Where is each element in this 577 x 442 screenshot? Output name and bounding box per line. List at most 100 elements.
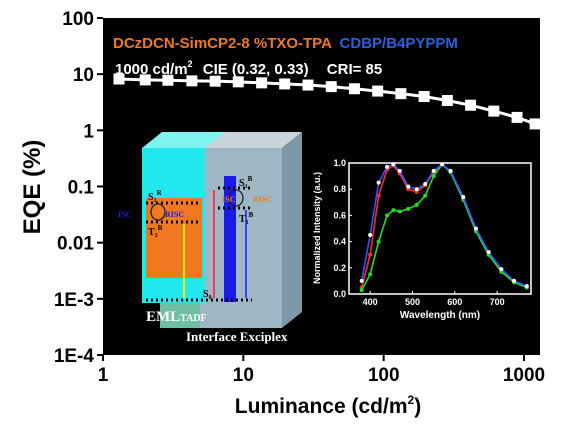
- inset-data-point: [397, 168, 402, 173]
- x-tick-label: 1: [98, 365, 109, 386]
- x-axis-title: Luminance (cd/m2): [235, 393, 421, 418]
- y-axis-title: EQE (%): [19, 140, 46, 235]
- inset-data-point: [448, 168, 453, 173]
- diagram-interface-label: Interface Exciplex: [186, 329, 288, 344]
- inset-data-point: [397, 209, 402, 214]
- inset-x-tick-label: 400: [363, 297, 378, 307]
- diagram-risc-right-label: RISC: [253, 195, 272, 204]
- inset-x-tick-label: 500: [405, 297, 420, 307]
- inset-y-tick-label: 0.2: [333, 263, 346, 273]
- eqe-data-point: [302, 79, 314, 91]
- inset-data-point: [376, 180, 381, 185]
- inset-data-point: [423, 181, 428, 186]
- diagram-s0-label: S0: [203, 289, 212, 301]
- inset-spectrum-chart: 400 500 600 700 0.0 0.2 0.4 0.6 0.8 1.0 Wavelengt…: [312, 158, 532, 321]
- inset-data-point: [376, 239, 381, 244]
- diagram-grey-slab-side: [282, 132, 302, 328]
- x-axis-ticks: 1 10 100 1000: [98, 355, 545, 386]
- eqe-data-point: [441, 94, 453, 106]
- eqe-data-point: [325, 81, 337, 93]
- eqe-data-point: [372, 85, 384, 97]
- inset-data-point: [486, 250, 491, 255]
- eqe-data-point: [511, 111, 523, 123]
- inset-y-tick-label: 0.8: [333, 184, 346, 194]
- y-tick-label: 1E-3: [54, 290, 94, 311]
- inset-ticks: 400 500 600 700 0.0 0.2 0.4 0.6 0.8 1.0: [333, 158, 504, 307]
- eqe-data-point: [162, 74, 174, 86]
- inset-data-point: [368, 272, 373, 277]
- diagram-risc-left-label: RISC: [165, 210, 184, 219]
- inset-data-point: [473, 226, 478, 231]
- inset-data-point: [414, 187, 419, 192]
- eqe-data-point: [232, 76, 244, 88]
- annotation-luminance: 1000 cd/m: [115, 61, 188, 78]
- inset-y-tick-label: 1.0: [333, 158, 346, 168]
- annotation-cri: CRI= 85: [327, 61, 382, 78]
- y-tick-label: 100: [62, 9, 94, 30]
- annotation-cie: CIE (0.32, 0.33): [203, 61, 309, 78]
- x-tick-label: 1000: [503, 365, 545, 386]
- eqe-data-point: [418, 91, 430, 103]
- inset-data-point: [376, 193, 381, 198]
- diagram-isc-loop-right: [228, 189, 244, 207]
- diagram-t1b-label: T1B: [239, 211, 254, 226]
- annotation-luminance-sup: 2: [188, 59, 193, 69]
- y-tick-label: 10: [73, 65, 94, 86]
- inset-data-point: [391, 162, 396, 167]
- x-tick-label: 100: [368, 365, 400, 386]
- eqe-data-point: [348, 83, 360, 95]
- inset-x-tick-label: 700: [490, 297, 505, 307]
- inset-data-point: [423, 193, 428, 198]
- y-tick-label: 0.01: [57, 234, 94, 255]
- inset-data-point: [359, 278, 364, 283]
- inset-series: [359, 162, 529, 293]
- eqe-data-point: [465, 99, 477, 111]
- annotation-line-2: 1000 cd/m2 CIE (0.32, 0.33) CRI= 85: [115, 54, 382, 78]
- eqe-series: [113, 73, 541, 130]
- inset-series-line: [360, 163, 528, 291]
- device-diagram: S1R T1R S1B T1B S0 ISC RISC ISC RISC EML…: [118, 132, 302, 344]
- inset-series-line: [360, 163, 528, 287]
- x-tick-label: 10: [233, 365, 254, 386]
- diagram-cyan-slab-top: [142, 132, 225, 148]
- inset-data-point: [385, 164, 390, 169]
- eqe-data-point: [209, 75, 221, 87]
- y-axis-ticks: 1E-4 1E-3 0.01 0.1 1 10 100: [54, 9, 103, 367]
- annotation-emitter-a: DCzDCN-SimCP2-8 %TXO-TPA: [113, 35, 332, 52]
- annotation-emitter-b: CDBP/B4PYPPM: [340, 35, 458, 52]
- inset-data-point: [524, 284, 529, 289]
- inset-y-tick-label: 0.0: [333, 289, 346, 299]
- inset-data-point: [368, 233, 373, 238]
- inset-data-point: [431, 174, 436, 179]
- inset-y-tick-label: 0.6: [333, 210, 346, 220]
- inset-y-tick-label: 0.4: [333, 237, 346, 247]
- y-tick-label: 1E-4: [54, 346, 95, 367]
- inset-data-point: [391, 208, 396, 213]
- inset-data-point: [440, 162, 445, 167]
- diagram-isc-right-label: ISC: [222, 195, 236, 204]
- diagram-isc-left-label: ISC: [118, 210, 132, 219]
- inset-data-point: [385, 213, 390, 218]
- diagram-orange-block: [146, 198, 202, 278]
- annotation-line-1: DCzDCN-SimCP2-8 %TXO-TPA CDBP/B4PYPPM: [113, 35, 458, 52]
- inset-x-axis-title: Wavelength (nm): [400, 310, 480, 321]
- diagram-s1r-label: S1R: [148, 189, 163, 204]
- inset-data-point: [368, 252, 373, 257]
- inset-data-point: [512, 278, 517, 283]
- inset-y-axis-title: Normalized Intensity (a.u.): [312, 172, 322, 284]
- inset-data-point: [359, 288, 364, 293]
- eqe-data-point: [529, 118, 541, 130]
- inset-data-point: [461, 195, 466, 200]
- inset-data-point: [406, 206, 411, 211]
- eqe-data-point: [113, 73, 125, 85]
- inset-data-point: [431, 168, 436, 173]
- y-tick-label: 0.1: [68, 178, 95, 199]
- diagram-isc-loop-left: [150, 203, 166, 221]
- eqe-data-point: [186, 75, 198, 87]
- eqe-data-point: [488, 105, 500, 117]
- inset-x-tick-label: 600: [447, 297, 462, 307]
- eqe-data-point: [139, 74, 151, 86]
- diagram-t1r-label: T1R: [148, 224, 164, 239]
- eqe-data-point: [256, 77, 268, 89]
